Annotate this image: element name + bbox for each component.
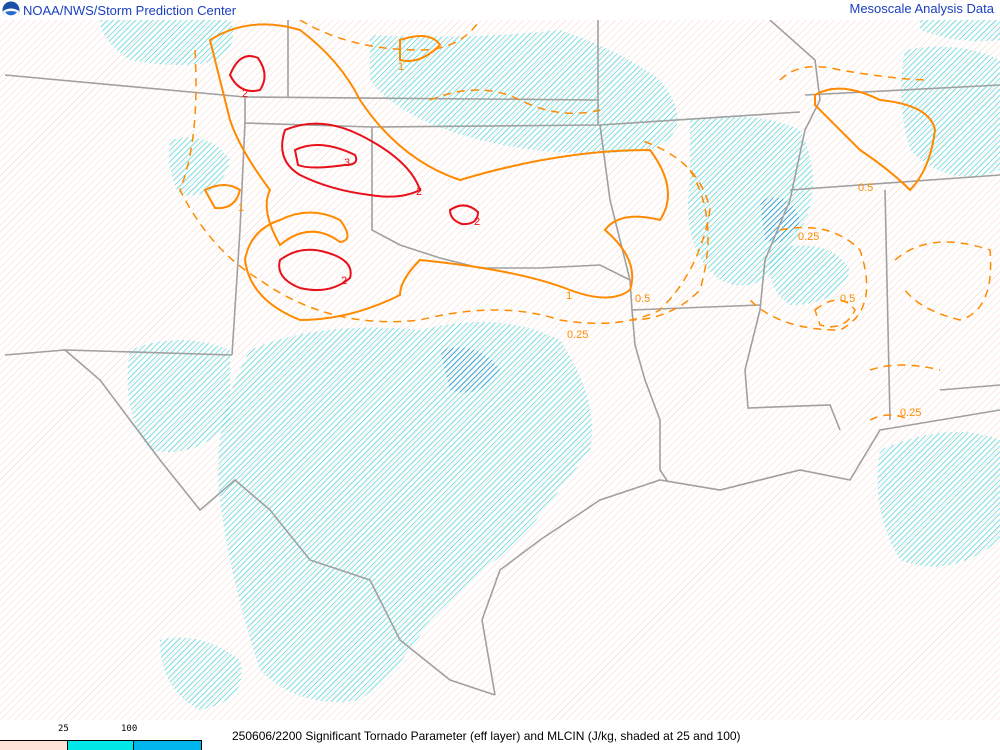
contour-label: 1 xyxy=(566,290,572,302)
header-left: NOAA/NWS/Storm Prediction Center xyxy=(2,0,236,20)
legend-swatch-100 xyxy=(134,741,202,750)
contour-label: 0.25 xyxy=(567,329,588,341)
contour-label: 2 xyxy=(242,88,248,100)
contour-label: 0.25 xyxy=(798,231,819,243)
contour-label: 1 xyxy=(238,202,244,214)
stp-contours-low-dashed xyxy=(179,20,992,421)
stp-contours-low xyxy=(203,23,937,322)
map-caption: 250606/2200 Significant Tornado Paramete… xyxy=(232,729,741,743)
contour-label: 0.5 xyxy=(840,293,855,305)
stp-contours-high xyxy=(228,55,480,291)
legend-tick-100: 100 xyxy=(121,724,138,734)
product-title: Mesoscale Analysis Data xyxy=(849,1,994,16)
cin-25-regions xyxy=(100,20,1000,710)
footer: 25 100 250606/2200 Significant Tornado P… xyxy=(0,720,1000,750)
contour-label: 0.5 xyxy=(858,182,873,194)
color-legend xyxy=(0,740,202,750)
cin-100-regions xyxy=(440,197,800,393)
contour-label: 2 xyxy=(416,186,422,198)
legend-tick-25: 25 xyxy=(58,724,69,734)
legend-swatch-low xyxy=(0,741,68,750)
legend-swatch-25 xyxy=(68,741,134,750)
contour-label: 2 xyxy=(474,216,480,228)
contour-label: 0.5 xyxy=(635,293,650,305)
contour-label: 1 xyxy=(398,61,404,73)
noaa-logo-icon xyxy=(2,1,20,19)
contour-label: 3 xyxy=(344,157,350,169)
map-canvas: 3 2 2 2 2 1 1 1 0.5 0.5 0.5 0.25 0.25 0.… xyxy=(0,20,1000,720)
contour-label: 2 xyxy=(341,275,347,287)
state-borders xyxy=(4,20,1000,696)
org-title: NOAA/NWS/Storm Prediction Center xyxy=(23,2,237,18)
contour-labels: 3 2 2 2 2 1 1 1 0.5 0.5 0.5 0.25 0.25 0.… xyxy=(238,61,921,419)
contour-label: 0.25 xyxy=(900,407,921,419)
